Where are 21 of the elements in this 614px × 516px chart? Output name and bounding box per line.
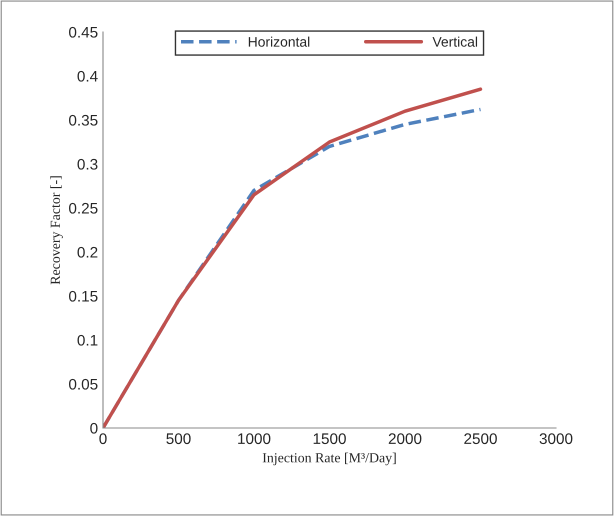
y-tick-label: 0.3: [78, 158, 98, 170]
y-tick-label: 0.15: [69, 290, 98, 302]
legend-label: Horizontal: [248, 36, 310, 47]
x-tick-label: 0: [99, 433, 107, 444]
x-tick-label: 2000: [388, 433, 422, 444]
y-tick-label: 0: [90, 422, 98, 434]
legend-label: Vertical: [432, 36, 478, 47]
y-tick-label: 0.05: [69, 378, 98, 390]
y-axis-title: Recovery Factor [-]: [50, 176, 63, 284]
y-tick-label: 0.4: [78, 70, 98, 82]
x-tick-label: 2500: [464, 433, 497, 444]
y-tick-label: 0.35: [69, 114, 98, 126]
y-tick-label: 0.1: [78, 334, 98, 346]
y-tick-label: 0.2: [78, 246, 98, 258]
x-tick-label: 500: [166, 433, 191, 444]
x-tick-label: 3000: [540, 433, 572, 444]
x-tick-label: 1000: [238, 433, 270, 444]
x-tick-label: 1500: [314, 433, 346, 444]
y-tick-label: 0.25: [69, 202, 98, 214]
x-axis-title: Injection Rate [M³/Day]: [262, 452, 396, 466]
y-tick-label: 0.45: [69, 26, 98, 38]
